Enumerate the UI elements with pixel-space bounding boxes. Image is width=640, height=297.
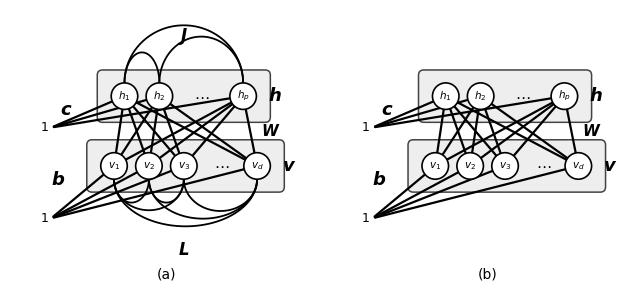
Text: $h_{2}$: $h_{2}$ — [153, 89, 166, 103]
Text: $v_{d}$: $v_{d}$ — [251, 160, 264, 172]
Text: $\boldsymbol{W}$: $\boldsymbol{W}$ — [582, 123, 601, 139]
FancyBboxPatch shape — [87, 140, 284, 192]
Text: (a): (a) — [157, 267, 176, 281]
Circle shape — [100, 153, 127, 179]
Text: $\boldsymbol{L}$: $\boldsymbol{L}$ — [178, 241, 189, 259]
Circle shape — [492, 153, 518, 179]
Text: $\boldsymbol{c}$: $\boldsymbol{c}$ — [381, 101, 394, 119]
Text: 1: 1 — [40, 121, 48, 134]
Text: $v_{3}$: $v_{3}$ — [499, 160, 511, 172]
Text: $\boldsymbol{J}$: $\boldsymbol{J}$ — [179, 26, 189, 47]
Text: $v_{2}$: $v_{2}$ — [143, 160, 155, 172]
Text: $h_{p}$: $h_{p}$ — [558, 89, 571, 103]
Circle shape — [230, 83, 257, 109]
Text: $h_{p}$: $h_{p}$ — [237, 89, 250, 103]
Text: 1: 1 — [362, 212, 369, 225]
Text: $\cdots$: $\cdots$ — [193, 89, 209, 104]
Circle shape — [422, 153, 449, 179]
Circle shape — [111, 83, 138, 109]
Text: $h_{2}$: $h_{2}$ — [474, 89, 487, 103]
Text: $\boldsymbol{b}$: $\boldsymbol{b}$ — [51, 171, 65, 189]
Text: $v_{1}$: $v_{1}$ — [108, 160, 120, 172]
Text: $\boldsymbol{h}$: $\boldsymbol{h}$ — [268, 87, 282, 105]
Text: $\boldsymbol{W}$: $\boldsymbol{W}$ — [260, 123, 280, 139]
Circle shape — [146, 83, 173, 109]
Text: $\boldsymbol{h}$: $\boldsymbol{h}$ — [589, 87, 603, 105]
Circle shape — [244, 153, 270, 179]
Circle shape — [457, 153, 483, 179]
Circle shape — [565, 153, 591, 179]
Text: (b): (b) — [477, 267, 497, 281]
Text: $\cdots$: $\cdots$ — [214, 158, 230, 173]
Text: $\boldsymbol{v}$: $\boldsymbol{v}$ — [282, 157, 296, 175]
Text: $\boldsymbol{b}$: $\boldsymbol{b}$ — [372, 171, 387, 189]
Circle shape — [467, 83, 494, 109]
Text: $\boldsymbol{v}$: $\boldsymbol{v}$ — [603, 157, 617, 175]
Text: 1: 1 — [40, 212, 48, 225]
Circle shape — [551, 83, 578, 109]
Circle shape — [433, 83, 459, 109]
Text: $v_{2}$: $v_{2}$ — [464, 160, 476, 172]
Text: $\cdots$: $\cdots$ — [515, 89, 530, 104]
Text: $v_{d}$: $v_{d}$ — [572, 160, 585, 172]
Text: $h_{1}$: $h_{1}$ — [440, 89, 452, 103]
Text: $h_{1}$: $h_{1}$ — [118, 89, 131, 103]
FancyBboxPatch shape — [408, 140, 605, 192]
Text: $\boldsymbol{c}$: $\boldsymbol{c}$ — [60, 101, 72, 119]
FancyBboxPatch shape — [97, 70, 270, 122]
Circle shape — [136, 153, 162, 179]
Text: 1: 1 — [362, 121, 369, 134]
Circle shape — [170, 153, 197, 179]
Text: $v_{3}$: $v_{3}$ — [178, 160, 190, 172]
Text: $v_{1}$: $v_{1}$ — [429, 160, 442, 172]
Text: $\cdots$: $\cdots$ — [536, 158, 551, 173]
FancyBboxPatch shape — [419, 70, 591, 122]
